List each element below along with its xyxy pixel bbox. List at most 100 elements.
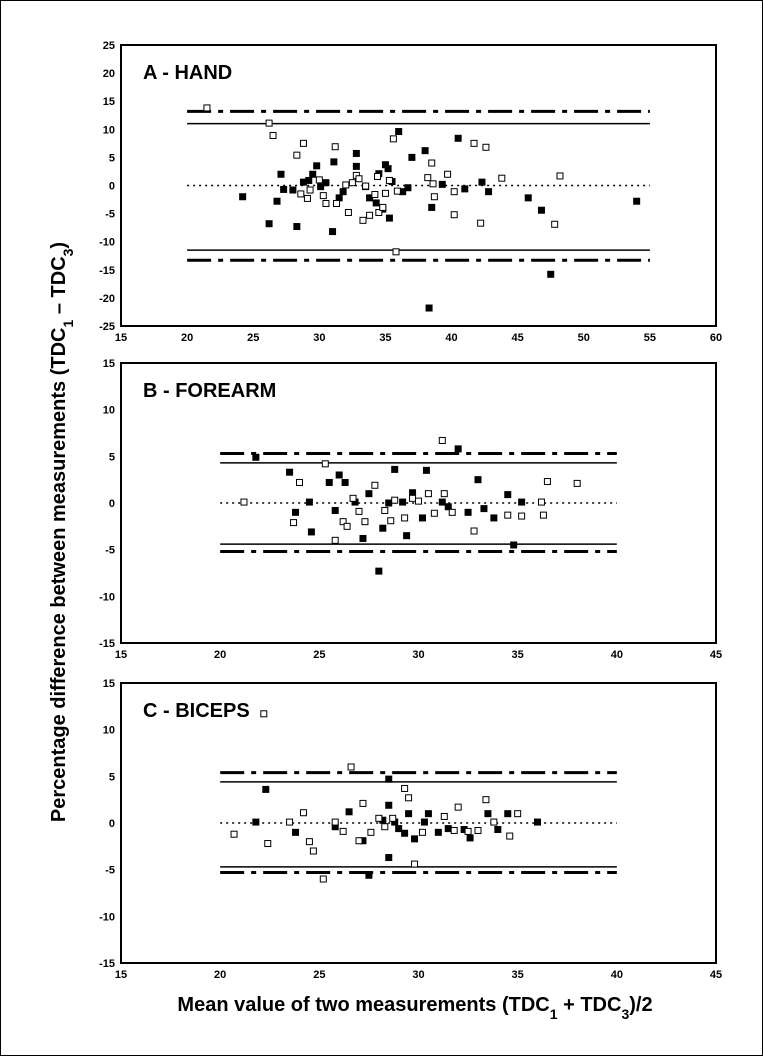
plot-frame (120, 682, 717, 964)
filled-point (273, 197, 281, 205)
filled-point (404, 184, 412, 192)
open-point (506, 832, 514, 840)
open-point (331, 536, 339, 544)
filled-point (359, 534, 367, 542)
open-point (470, 139, 478, 147)
x-tick-label: 20 (214, 969, 226, 981)
filled-point (401, 829, 409, 837)
filled-point (385, 214, 393, 222)
y-tick-label: 15 (103, 678, 115, 690)
open-point (333, 199, 341, 207)
open-point (355, 175, 363, 183)
filled-point (372, 199, 380, 207)
y-axis-title-part: Percentage difference between measuremen… (48, 328, 70, 823)
filled-point (485, 188, 493, 196)
x-tick-label: 45 (710, 649, 722, 661)
y-tick-label: -10 (99, 237, 115, 249)
filled-point (385, 801, 393, 809)
open-point (498, 174, 506, 182)
filled-point (425, 304, 433, 312)
open-point (361, 518, 369, 526)
open-point (464, 827, 472, 835)
panel-title: C - BICEPS (143, 700, 250, 722)
x-tick-label: 45 (512, 332, 524, 344)
open-point (409, 494, 417, 502)
open-point (344, 208, 352, 216)
open-point (374, 173, 382, 181)
y-tick-label: -15 (99, 638, 115, 650)
open-point (293, 151, 301, 159)
x-tick-label: 25 (313, 969, 325, 981)
filled-point (293, 223, 301, 231)
filled-point (428, 203, 436, 211)
open-point (454, 803, 462, 811)
filled-point (325, 478, 333, 486)
y-tick-label: 5 (109, 451, 115, 463)
open-point (430, 509, 438, 517)
x-tick-label: 45 (710, 969, 722, 981)
x-tick-label: 40 (445, 332, 457, 344)
filled-point (444, 503, 452, 511)
open-point (573, 479, 581, 487)
open-point (424, 490, 432, 498)
open-point (385, 176, 393, 184)
filled-point (292, 508, 300, 516)
open-point (296, 478, 303, 486)
x-tick-label: 15 (115, 649, 127, 661)
open-point (367, 828, 375, 836)
filled-point (286, 468, 294, 476)
open-point (444, 170, 452, 178)
filled-point (434, 828, 442, 836)
filled-point (339, 188, 347, 196)
open-point (415, 497, 422, 505)
open-point (299, 139, 307, 147)
open-point (450, 826, 458, 834)
filled-point (399, 498, 407, 506)
open-point (347, 763, 355, 771)
open-point (514, 810, 522, 818)
filled-point (280, 185, 288, 193)
open-point (504, 511, 512, 519)
open-point (477, 219, 485, 227)
y-axis-title-subscript: 1 (60, 320, 76, 328)
y-tick-label: -5 (105, 209, 115, 221)
filled-point (385, 499, 393, 507)
open-point (537, 498, 545, 506)
filled-point (384, 165, 392, 173)
filled-point (411, 835, 419, 843)
open-point (359, 216, 367, 224)
open-point (331, 143, 339, 151)
filled-point (352, 162, 360, 170)
open-point (269, 131, 277, 139)
y-tick-label: 20 (103, 68, 115, 80)
x-tick-label: 25 (247, 332, 259, 344)
open-point (440, 812, 448, 820)
open-point (371, 190, 379, 198)
x-axis-title-part: )/2 (629, 994, 652, 1016)
y-tick-label: 0 (109, 818, 115, 830)
y-tick-label: 0 (109, 181, 115, 193)
x-tick-label: 30 (412, 649, 424, 661)
filled-point (341, 478, 349, 486)
x-tick-label: 15 (115, 969, 127, 981)
filled-point (633, 197, 641, 205)
x-tick-label: 40 (611, 649, 623, 661)
y-tick-label: 10 (103, 725, 115, 737)
filled-point (418, 514, 426, 522)
open-point (556, 172, 564, 180)
filled-point (537, 206, 545, 214)
y-tick-label: -5 (105, 865, 115, 877)
filled-point (424, 810, 432, 818)
open-point (375, 208, 383, 216)
x-tick-label: 35 (512, 969, 524, 981)
open-point (389, 814, 397, 822)
filled-point (317, 183, 325, 191)
open-point (240, 498, 248, 506)
filled-point (292, 828, 300, 836)
filled-point (330, 158, 338, 166)
filled-point (395, 825, 403, 833)
panel-title: B - FOREARM (143, 380, 276, 402)
filled-point (375, 567, 383, 575)
filled-point (403, 532, 411, 540)
